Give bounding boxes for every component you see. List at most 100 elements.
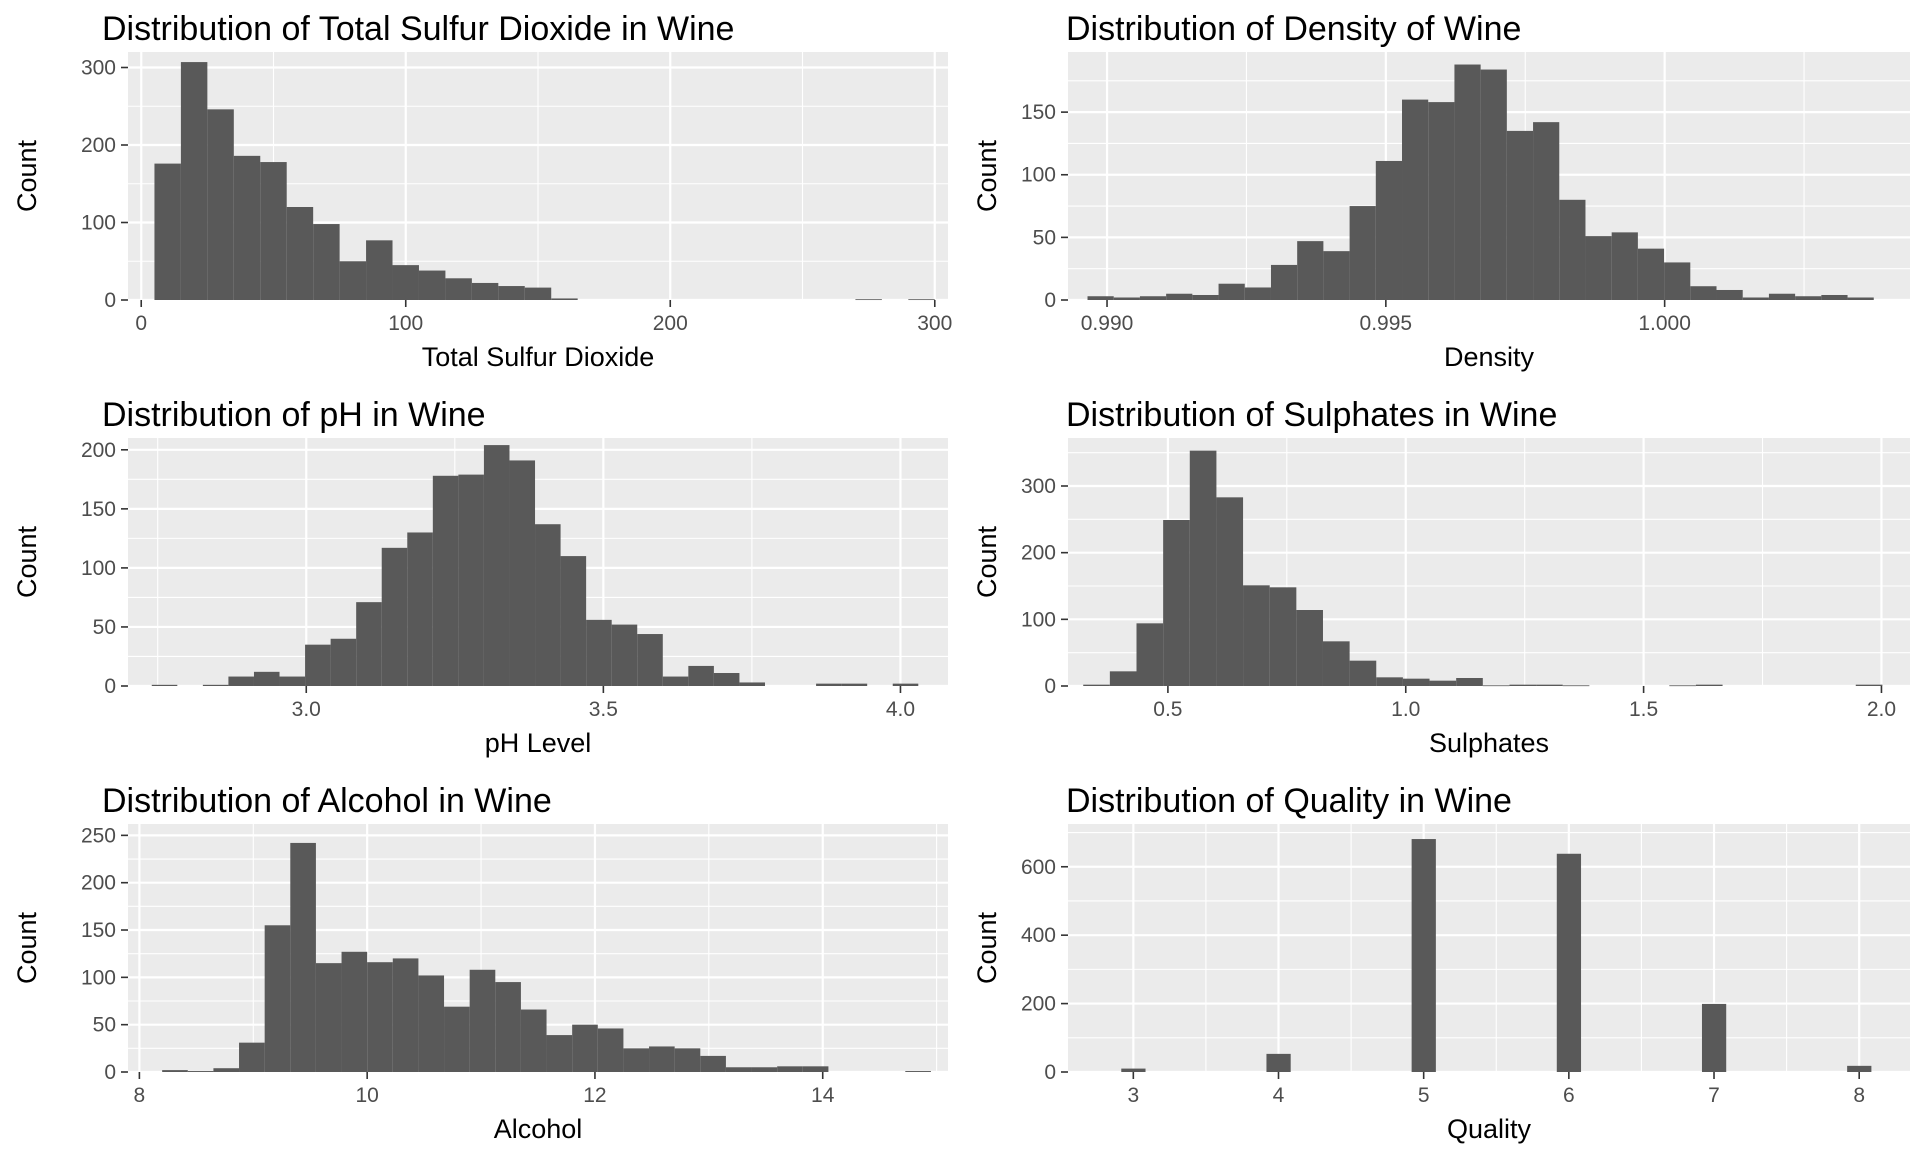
histogram-bar [444,1006,470,1072]
histogram-bar [407,532,433,686]
histogram-bar [560,556,587,686]
histogram-bar [1083,684,1110,686]
chart-panel-5: 0 50 100 150 200 250 8 10 12 14 Distribution of Al… [12,782,948,1144]
histogram-bar [290,842,316,1072]
histogram-bar [509,460,536,686]
histogram-bar [253,671,280,686]
histogram-bar [213,1068,240,1072]
histogram-bar [1536,684,1563,686]
histogram-bar [637,634,663,686]
y-tick-label: 200 [1021,542,1056,565]
histogram-bar [1562,685,1590,687]
x-tick-label: 0 [135,312,147,335]
histogram-bar [1121,1068,1146,1072]
histogram-bar [1218,283,1245,300]
y-tick-label: 100 [81,966,116,989]
histogram-bar [1270,264,1298,300]
histogram-bar [483,445,510,686]
histogram-bar [264,925,291,1072]
histogram-bar [1411,839,1436,1072]
histogram-bar [366,240,393,300]
x-axis-title: Total Sulfur Dioxide [422,342,655,372]
chart-title: Distribution of Quality in Wine [1066,782,1512,820]
x-tick-label: 1.5 [1629,698,1658,721]
histogram-bar [1402,678,1430,686]
histogram-bar [700,1055,726,1072]
x-tick-label: 14 [811,1084,835,1107]
histogram-bar [1585,236,1612,300]
histogram-bar [751,1067,778,1072]
x-tick-label: 8 [1853,1084,1865,1107]
histogram-bar [725,1067,752,1072]
histogram-bar [1480,69,1507,300]
x-tick-label: 0.5 [1153,698,1182,721]
y-tick-label: 400 [1021,924,1056,947]
histogram-bar [1506,130,1534,300]
histogram-bar [279,676,306,686]
y-tick-label: 200 [81,872,116,895]
histogram-bar [597,1028,624,1072]
x-tick-label: 100 [388,312,423,335]
histogram-bar [392,958,419,1072]
histogram-bar [855,299,882,301]
histogram-bar [495,982,521,1072]
histogram-bar [546,1035,573,1072]
histogram-bar [339,261,367,300]
y-tick-label: 0 [104,289,116,312]
histogram-bar [841,683,868,686]
histogram-bar [908,299,935,301]
histogram-bar [1243,585,1270,686]
y-axis-title: Count [972,911,1002,984]
histogram-bar [1376,677,1403,686]
histogram-bar [535,524,561,686]
histogram-bar [1296,610,1323,686]
y-tick-label: 200 [1021,993,1056,1016]
histogram-bar [1664,262,1691,300]
x-tick-label: 3.0 [292,698,321,721]
x-tick-label: 3 [1127,1084,1139,1107]
x-axis-title: Density [1444,342,1535,372]
x-tick-label: 12 [583,1084,606,1107]
histogram-bar [458,474,484,686]
y-tick-label: 600 [1021,856,1056,879]
histogram-bar [1163,520,1190,686]
histogram-bar [1795,296,1822,300]
x-tick-label: 3.5 [589,698,618,721]
histogram-bar [239,1042,265,1072]
histogram-bar [305,644,331,686]
histogram-bar [1113,297,1140,300]
x-tick-label: 8 [134,1084,146,1107]
histogram-bar [1454,64,1481,300]
histogram-bar [1349,660,1377,686]
histogram-bar [418,975,445,1072]
chart-panel-1: 0 100 200 300 0 100 200 300 Distribution of Tota… [12,10,952,372]
histogram-bar [1087,296,1114,300]
histogram-bar [1855,684,1883,686]
y-axis-title: Count [972,525,1002,598]
histogram-bar [1375,160,1403,300]
histogram-bar [1428,102,1455,300]
histogram-bar [802,1066,829,1072]
x-tick-label: 300 [917,312,952,335]
x-tick-label: 1.0 [1391,698,1420,721]
histogram-bar [586,619,612,686]
histogram-bar [381,547,408,686]
x-tick-label: 4.0 [886,698,915,721]
y-tick-label: 50 [93,616,116,639]
histogram-bar [154,163,181,300]
histogram-bar [662,676,689,686]
histogram-bar [1323,251,1350,300]
x-tick-label: 5 [1418,1084,1430,1107]
histogram-bar [1216,497,1244,686]
histogram-bar [162,1070,188,1072]
x-tick-label: 4 [1273,1084,1285,1107]
y-tick-label: 100 [1021,608,1056,631]
histogram-bar [498,286,525,300]
histogram-bar [1429,680,1457,686]
histogram-bar [1690,286,1717,300]
histogram-bar [649,1046,675,1072]
histogram-bar [1402,99,1429,300]
histogram-bar [674,1048,701,1072]
histogram-bar [520,1009,547,1072]
y-tick-label: 100 [1021,164,1056,187]
